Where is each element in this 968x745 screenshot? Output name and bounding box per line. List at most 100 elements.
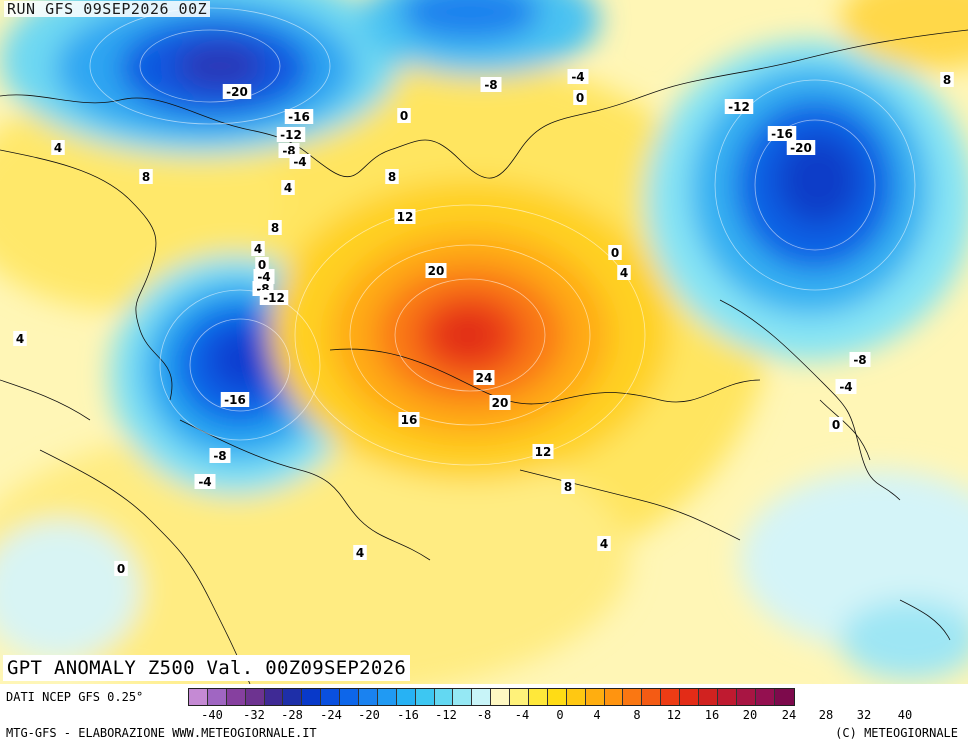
scale-swatch: [321, 689, 341, 705]
contour-label-box: [608, 245, 622, 260]
scale-tick-label: 12: [666, 708, 682, 722]
contour-label-box: [276, 127, 306, 142]
scale-swatch: [736, 689, 756, 705]
scale-tick-label: -4: [514, 708, 530, 722]
contour-label: 20: [492, 396, 509, 410]
run-title: RUN GFS 09SEP2026 00Z: [4, 1, 211, 17]
scale-swatch: [566, 689, 586, 705]
contour-label: 4: [254, 242, 262, 256]
main-title: GPT ANOMALY Z500 Val. 00Z09SEP2026: [3, 655, 411, 681]
scale-swatch: [189, 689, 208, 705]
map-canvas: -20-16-12-8-4-8-408-12-16-204848012840-4…: [0, 0, 968, 684]
scale-swatch: [415, 689, 435, 705]
contour-label-box: [268, 220, 282, 235]
scale-tick-label: -8: [476, 708, 492, 722]
scale-tick-label: -28: [281, 708, 303, 722]
contour-lines: [89, 7, 916, 466]
contour-label-box: [281, 180, 295, 195]
scale-swatch: [604, 689, 624, 705]
data-source: DATI NCEP GFS 0.25°: [6, 690, 144, 704]
contour-label-box: [597, 536, 611, 551]
contour-label: 20: [428, 264, 445, 278]
scale-swatch: [661, 689, 681, 705]
contour-label: 12: [535, 445, 552, 459]
contour-label: -4: [198, 475, 211, 489]
scale-swatch: [491, 689, 511, 705]
contour-label-box: [940, 72, 954, 87]
contour-label-box: [394, 209, 416, 224]
contour-label: -8: [484, 78, 497, 92]
scale-swatch: [377, 689, 397, 705]
scale-tick-label: -24: [320, 708, 342, 722]
color-scale-bar: [188, 688, 795, 706]
contour-label: 0: [117, 562, 125, 576]
scale-swatch: [623, 689, 643, 705]
contour-label-box: [253, 269, 275, 284]
scale-swatch: [434, 689, 454, 705]
contour-label-box: [767, 126, 797, 141]
contour-label-box: [289, 154, 311, 169]
contour-label-box: [194, 474, 216, 489]
contour-label-box: [724, 99, 754, 114]
scale-tick-label: -32: [243, 708, 265, 722]
contour-label: -4: [571, 70, 584, 84]
scale-swatch: [547, 689, 567, 705]
contour-label-box: [51, 140, 65, 155]
contour-label-box: [786, 140, 816, 155]
scale-swatch: [472, 689, 492, 705]
scale-tick-label: 28: [818, 708, 834, 722]
contour-label: 8: [564, 480, 572, 494]
scale-swatch: [340, 689, 360, 705]
contour-label-box: [561, 479, 575, 494]
contour-label: 0: [611, 246, 619, 260]
contour-label: -4: [257, 270, 270, 284]
scale-tick-label: 24: [781, 708, 797, 722]
contour-label-box: [489, 395, 511, 410]
contour-label-box: [353, 545, 367, 560]
contour-label-box: [835, 379, 857, 394]
scale-tick-label: -40: [201, 708, 223, 722]
contour-label: 8: [388, 170, 396, 184]
contour-label-box: [480, 77, 502, 92]
contour-label: -4: [839, 380, 852, 394]
anomaly-map: -20 -16 -12 -8 -4 -8 -4 0 8 -12 -16 -20 4 8 4 8 0 12 8 4 0 -4…: [0, 0, 968, 684]
scale-tick-label: 8: [633, 708, 641, 722]
contour-label-box: [617, 265, 631, 280]
scale-swatch: [755, 689, 775, 705]
scale-swatch: [245, 689, 265, 705]
scale-tick-label: -20: [358, 708, 380, 722]
contour-label: 0: [576, 91, 584, 105]
scale-swatch: [226, 689, 246, 705]
contour-label: 4: [16, 332, 24, 346]
scale-swatch: [699, 689, 718, 705]
contour-label: -16: [288, 110, 310, 124]
contour-label-box: [259, 290, 289, 305]
scale-tick-label: 32: [856, 708, 872, 722]
contour-label: -12: [728, 100, 750, 114]
contour-label-box: [255, 257, 269, 272]
contour-label: -20: [226, 85, 248, 99]
contour-label: -8: [853, 353, 866, 367]
contour-label-box: [849, 352, 871, 367]
scale-swatch: [680, 689, 700, 705]
scale-swatch: [510, 689, 530, 705]
contour-label: 16: [401, 413, 418, 427]
contour-label-box: [385, 169, 399, 184]
contour-label: 8: [943, 73, 951, 87]
scale-tick-label: 40: [897, 708, 913, 722]
scale-tick-label: -12: [435, 708, 457, 722]
contour-label: 4: [600, 537, 608, 551]
contour-label: 8: [271, 221, 279, 235]
contour-label-box: [251, 241, 265, 256]
contour-label: -4: [293, 155, 306, 169]
contour-label-box: [209, 448, 231, 463]
contour-label: -8: [213, 449, 226, 463]
scale-swatch: [529, 689, 548, 705]
contour-label: 0: [400, 109, 408, 123]
scale-swatch: [359, 689, 378, 705]
scale-swatch: [264, 689, 284, 705]
contour-label-box: [114, 561, 128, 576]
contour-label: 0: [832, 418, 840, 432]
copyright: (C) METEOGIORNALE: [835, 726, 958, 740]
contour-label: -16: [771, 127, 793, 141]
